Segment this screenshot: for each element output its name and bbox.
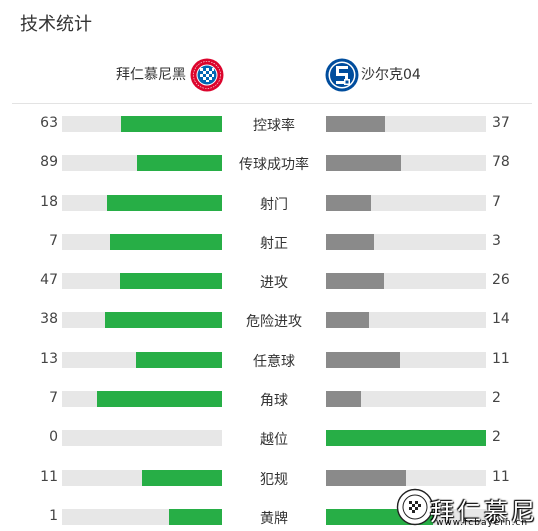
home-stat-bar-track (62, 430, 222, 447)
away-stat-bar-track (326, 508, 486, 525)
page-title: 技术统计 (20, 14, 92, 35)
away-stat-bar-fill (326, 469, 406, 486)
home-stat-bar-fill (137, 155, 222, 172)
stat-label: 射正 (260, 235, 288, 252)
home-stat-bar-fill (119, 273, 222, 290)
stat-row: 18 射门 7 (0, 183, 538, 222)
home-stat-value: 89 (40, 154, 58, 171)
home-stat-value: 11 (40, 468, 58, 485)
stats-list: 63 控球率 37 89 传球成功率 78 18 射门 7 7 射正 3 47 进攻 26 38 危险进攻 14 1… (0, 104, 538, 531)
home-stat-bar-fill (135, 351, 222, 368)
away-stat-bar-fill (326, 194, 371, 211)
schalke-04-logo-icon[interactable] (325, 58, 359, 92)
stat-label: 危险进攻 (246, 314, 302, 331)
home-stat-bar-fill (110, 233, 222, 250)
home-stat-bar-track (62, 233, 222, 250)
away-stat-bar-fill (326, 233, 374, 250)
away-stat-value: 2 (492, 507, 501, 524)
home-stat-bar-fill (105, 312, 222, 329)
home-stat-value: 0 (49, 429, 58, 446)
away-stat-bar-fill (326, 273, 384, 290)
home-stat-bar-track (62, 469, 222, 486)
stat-label: 越位 (260, 432, 288, 449)
home-stat-value: 47 (40, 272, 58, 289)
stat-row: 7 角球 2 (0, 379, 538, 418)
home-stat-value: 38 (40, 311, 58, 328)
away-stat-bar-track (326, 430, 486, 447)
away-stat-bar-track (326, 233, 486, 250)
home-stat-bar-track (62, 116, 222, 132)
away-team-name[interactable]: 沙尔克04 (361, 67, 421, 83)
stat-row: 63 控球率 37 (0, 104, 538, 143)
stat-row: 0 越位 2 (0, 418, 538, 457)
stat-label: 任意球 (253, 353, 295, 370)
home-stat-bar-fill (169, 508, 222, 525)
away-stat-bar-fill (326, 116, 386, 132)
away-stat-value: 11 (492, 350, 510, 367)
home-stat-value: 13 (40, 350, 58, 367)
home-stat-bar-fill (142, 469, 222, 486)
stat-row: 11 犯规 11 (0, 458, 538, 497)
away-stat-bar-fill (326, 508, 434, 525)
home-stat-value: 7 (49, 390, 58, 407)
home-stat-bar-fill (121, 116, 222, 132)
stat-label: 传球成功率 (239, 157, 309, 174)
home-stat-bar-track (62, 155, 222, 172)
away-stat-bar-track (326, 116, 486, 132)
away-stat-bar-track (326, 155, 486, 172)
home-stat-bar-fill (97, 391, 222, 408)
away-stat-bar-fill (326, 155, 402, 172)
away-stat-bar-track (326, 351, 486, 368)
header-divider (12, 103, 532, 104)
stat-row: 89 传球成功率 78 (0, 143, 538, 182)
away-stat-bar-fill (326, 391, 362, 408)
home-team-name[interactable]: 拜仁慕尼黑 (116, 67, 186, 83)
away-stat-value: 14 (492, 311, 510, 328)
home-stat-value: 1 (49, 507, 58, 524)
stat-row: 13 任意球 11 (0, 340, 538, 379)
stat-label: 角球 (260, 393, 288, 410)
stat-label: 射门 (260, 196, 288, 213)
stat-row: 47 进攻 26 (0, 261, 538, 300)
away-stat-bar-track (326, 194, 486, 211)
home-stat-value: 63 (40, 115, 58, 131)
home-stat-bar-track (62, 273, 222, 290)
stat-label: 进攻 (260, 275, 288, 292)
away-stat-bar-track (326, 312, 486, 329)
stat-row: 1 黄牌 2 (0, 497, 538, 531)
away-stat-value: 37 (492, 115, 510, 131)
stat-row: 38 危险进攻 14 (0, 300, 538, 339)
home-stat-bar-track (62, 312, 222, 329)
teams-row: 拜仁慕尼黑 沙尔克04 (0, 50, 538, 100)
stat-label: 黄牌 (260, 510, 288, 527)
away-stat-bar-fill (326, 351, 400, 368)
away-stat-value: 78 (492, 154, 510, 171)
home-stat-value: 18 (40, 193, 58, 210)
away-stat-bar-fill (326, 430, 486, 447)
away-stat-bar-fill (326, 312, 370, 329)
home-stat-bar-track (62, 351, 222, 368)
away-stat-value: 26 (492, 272, 510, 289)
home-stat-bar-track (62, 194, 222, 211)
stat-row: 7 射正 3 (0, 222, 538, 261)
bayern-munich-logo-icon[interactable] (190, 58, 224, 92)
stat-label: 控球率 (253, 118, 295, 134)
away-stat-value: 3 (492, 232, 501, 249)
away-stat-bar-track (326, 391, 486, 408)
stats-header: 技术统计 (0, 0, 538, 46)
away-stat-value: 2 (492, 390, 501, 407)
away-stat-value: 2 (492, 429, 501, 446)
home-stat-bar-track (62, 391, 222, 408)
home-stat-bar-fill (106, 194, 222, 211)
away-stat-value: 7 (492, 193, 501, 210)
home-stat-value: 7 (49, 232, 58, 249)
away-stat-value: 11 (492, 468, 510, 485)
away-stat-bar-track (326, 469, 486, 486)
home-stat-bar-track (62, 508, 222, 525)
stat-label: 犯规 (260, 471, 288, 488)
away-stat-bar-track (326, 273, 486, 290)
